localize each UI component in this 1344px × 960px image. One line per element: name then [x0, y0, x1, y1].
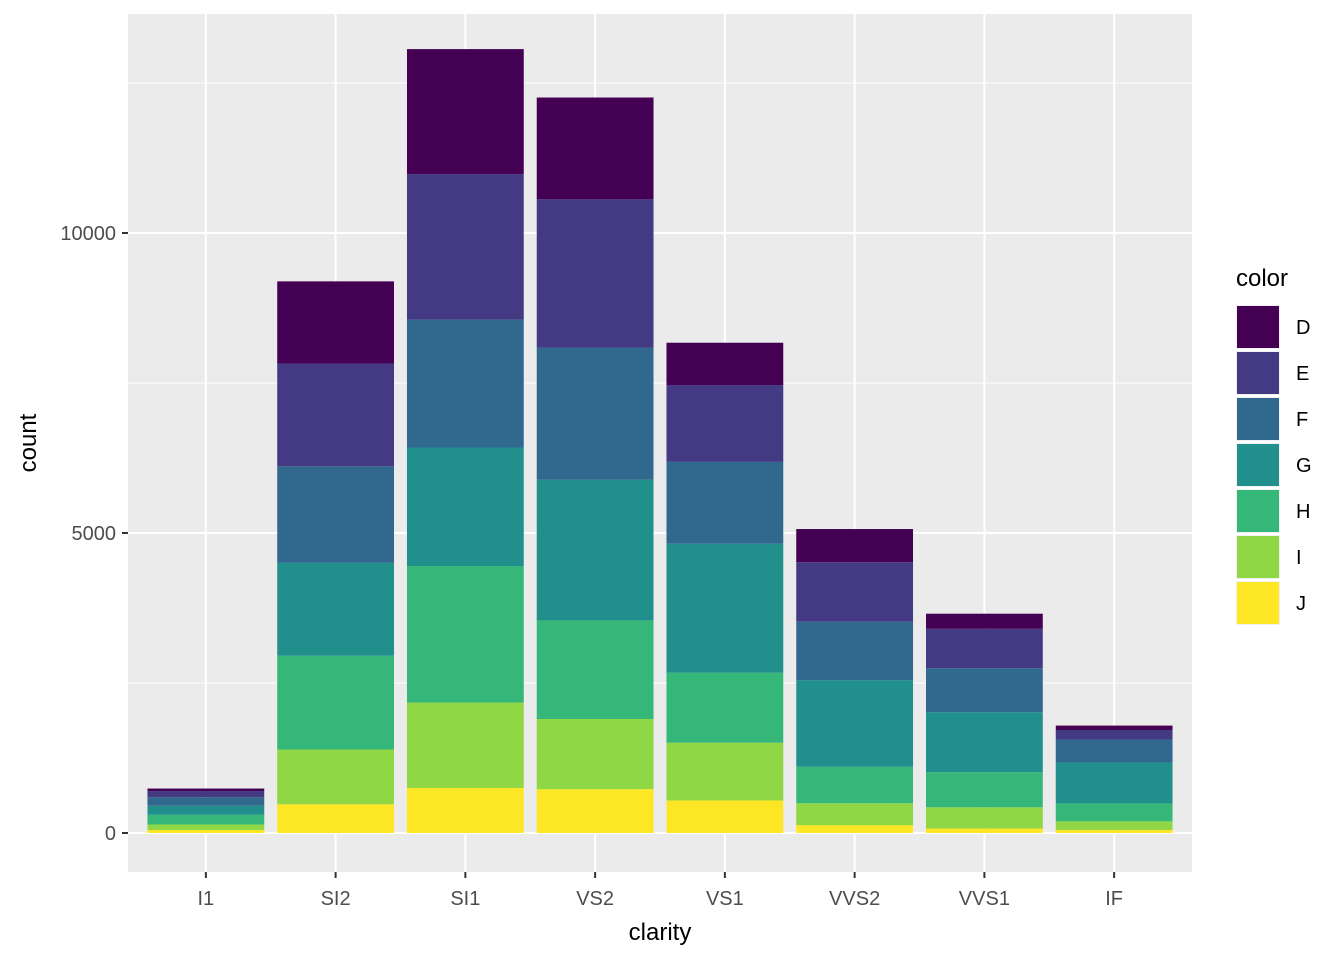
bars [147, 49, 1173, 833]
bar-segment-I1-H [147, 814, 265, 825]
bar-segment-VVS2-H [796, 766, 914, 804]
legend-label-H: H [1296, 501, 1310, 523]
bar-segment-VVS2-E [796, 562, 914, 622]
bar-segment-SI1-G [406, 447, 524, 567]
legend-swatch-H [1237, 490, 1279, 532]
bar-segment-VS1-G [666, 543, 784, 673]
x-axis-title: clarity [629, 919, 692, 946]
x-tick-label: VVS1 [959, 888, 1010, 910]
bar-segment-SI2-I [277, 749, 394, 805]
bar-segment-VS2-H [536, 620, 654, 719]
bar-segment-SI1-D [406, 49, 524, 175]
bar-segment-VS1-I [666, 742, 784, 801]
bar-segment-VS2-E [536, 199, 654, 348]
bar-segment-VS1-F [666, 461, 784, 544]
x-tick-label: SI1 [450, 888, 480, 910]
bar-segment-I1-F [147, 797, 265, 806]
y-tick-label: 10000 [60, 223, 116, 245]
x-tick-label: SI2 [321, 888, 351, 910]
bar-segment-IF-H [1055, 803, 1173, 822]
y-axis: 0 5000 10000 [60, 223, 128, 845]
x-tick-label: IF [1105, 888, 1123, 910]
x-tick-label: VS2 [576, 888, 614, 910]
legend-label-E: E [1296, 363, 1309, 385]
bar-segment-VVS2-J [796, 825, 914, 833]
bar-segment-SI2-E [277, 363, 394, 467]
bar-segment-SI1-H [406, 566, 524, 703]
bar-segment-VS2-J [536, 789, 654, 833]
bar-segment-VVS1-I [926, 807, 1043, 829]
x-tick-label: I1 [198, 888, 215, 910]
bar-segment-I1-G [147, 805, 265, 815]
bar-segment-VVS1-J [926, 828, 1043, 833]
bar-segment-IF-I [1055, 821, 1173, 830]
bar-segment-VS1-H [666, 672, 784, 743]
bar-segment-IF-J [1055, 829, 1173, 833]
bar-segment-I1-D [147, 788, 265, 792]
bar-segment-VVS2-F [796, 621, 914, 681]
bar-segment-VVS1-F [926, 668, 1043, 713]
legend-label-G: G [1296, 455, 1312, 477]
legend: color D E F G H I J [1236, 265, 1312, 625]
legend-label-F: F [1296, 409, 1308, 431]
legend-swatch-E [1237, 352, 1279, 394]
bar-segment-IF-G [1055, 762, 1173, 804]
bar-segment-SI2-D [277, 281, 394, 364]
legend-label-J: J [1296, 593, 1306, 615]
x-tick-label: VVS2 [829, 888, 880, 910]
x-axis: I1 SI2 SI1 VS2 VS1 VVS2 VVS1 IF [198, 872, 1123, 910]
legend-swatch-D [1237, 306, 1279, 348]
bar-segment-IF-D [1055, 725, 1173, 730]
y-axis-title: count [15, 413, 42, 472]
bar-segment-VVS2-I [796, 803, 914, 826]
bar-segment-VVS1-E [926, 628, 1043, 669]
bar-segment-VS2-G [536, 479, 654, 621]
legend-label-I: I [1296, 547, 1302, 569]
bar-segment-VS1-D [666, 342, 784, 386]
bar-segment-VS2-I [536, 719, 654, 790]
bar-segment-I1-E [147, 791, 265, 798]
bar-segment-VS1-E [666, 385, 784, 462]
legend-swatch-I [1237, 536, 1279, 578]
bar-segment-VVS1-H [926, 772, 1043, 808]
bar-segment-SI1-J [406, 788, 524, 833]
bar-segment-IF-E [1055, 729, 1173, 740]
x-tick-label: VS1 [706, 888, 744, 910]
bar-segment-SI2-H [277, 655, 394, 750]
bar-segment-VVS1-G [926, 712, 1043, 773]
legend-title: color [1236, 265, 1288, 292]
legend-label-D: D [1296, 317, 1310, 339]
bar-segment-VS2-F [536, 347, 654, 480]
bar-segment-I1-J [147, 830, 265, 833]
bar-segment-SI1-I [406, 702, 524, 788]
bar-segment-SI1-E [406, 174, 524, 320]
bar-segment-VVS2-G [796, 680, 914, 767]
legend-swatch-F [1237, 398, 1279, 440]
bar-segment-VS2-D [536, 97, 654, 200]
bar-segment-SI1-F [406, 319, 524, 448]
legend-swatch-G [1237, 444, 1279, 486]
bar-segment-SI2-F [277, 466, 394, 563]
bar-segment-VVS2-D [796, 529, 914, 563]
bar-segment-IF-F [1055, 739, 1173, 763]
bar-segment-I1-I [147, 824, 265, 830]
bar-segment-VS1-J [666, 800, 784, 833]
bar-segment-SI2-J [277, 804, 394, 833]
bar-segment-VVS1-D [926, 613, 1043, 629]
legend-swatch-J [1237, 582, 1279, 624]
bar-segment-SI2-G [277, 562, 394, 656]
y-tick-label: 5000 [72, 523, 117, 545]
y-tick-label: 0 [105, 823, 116, 845]
